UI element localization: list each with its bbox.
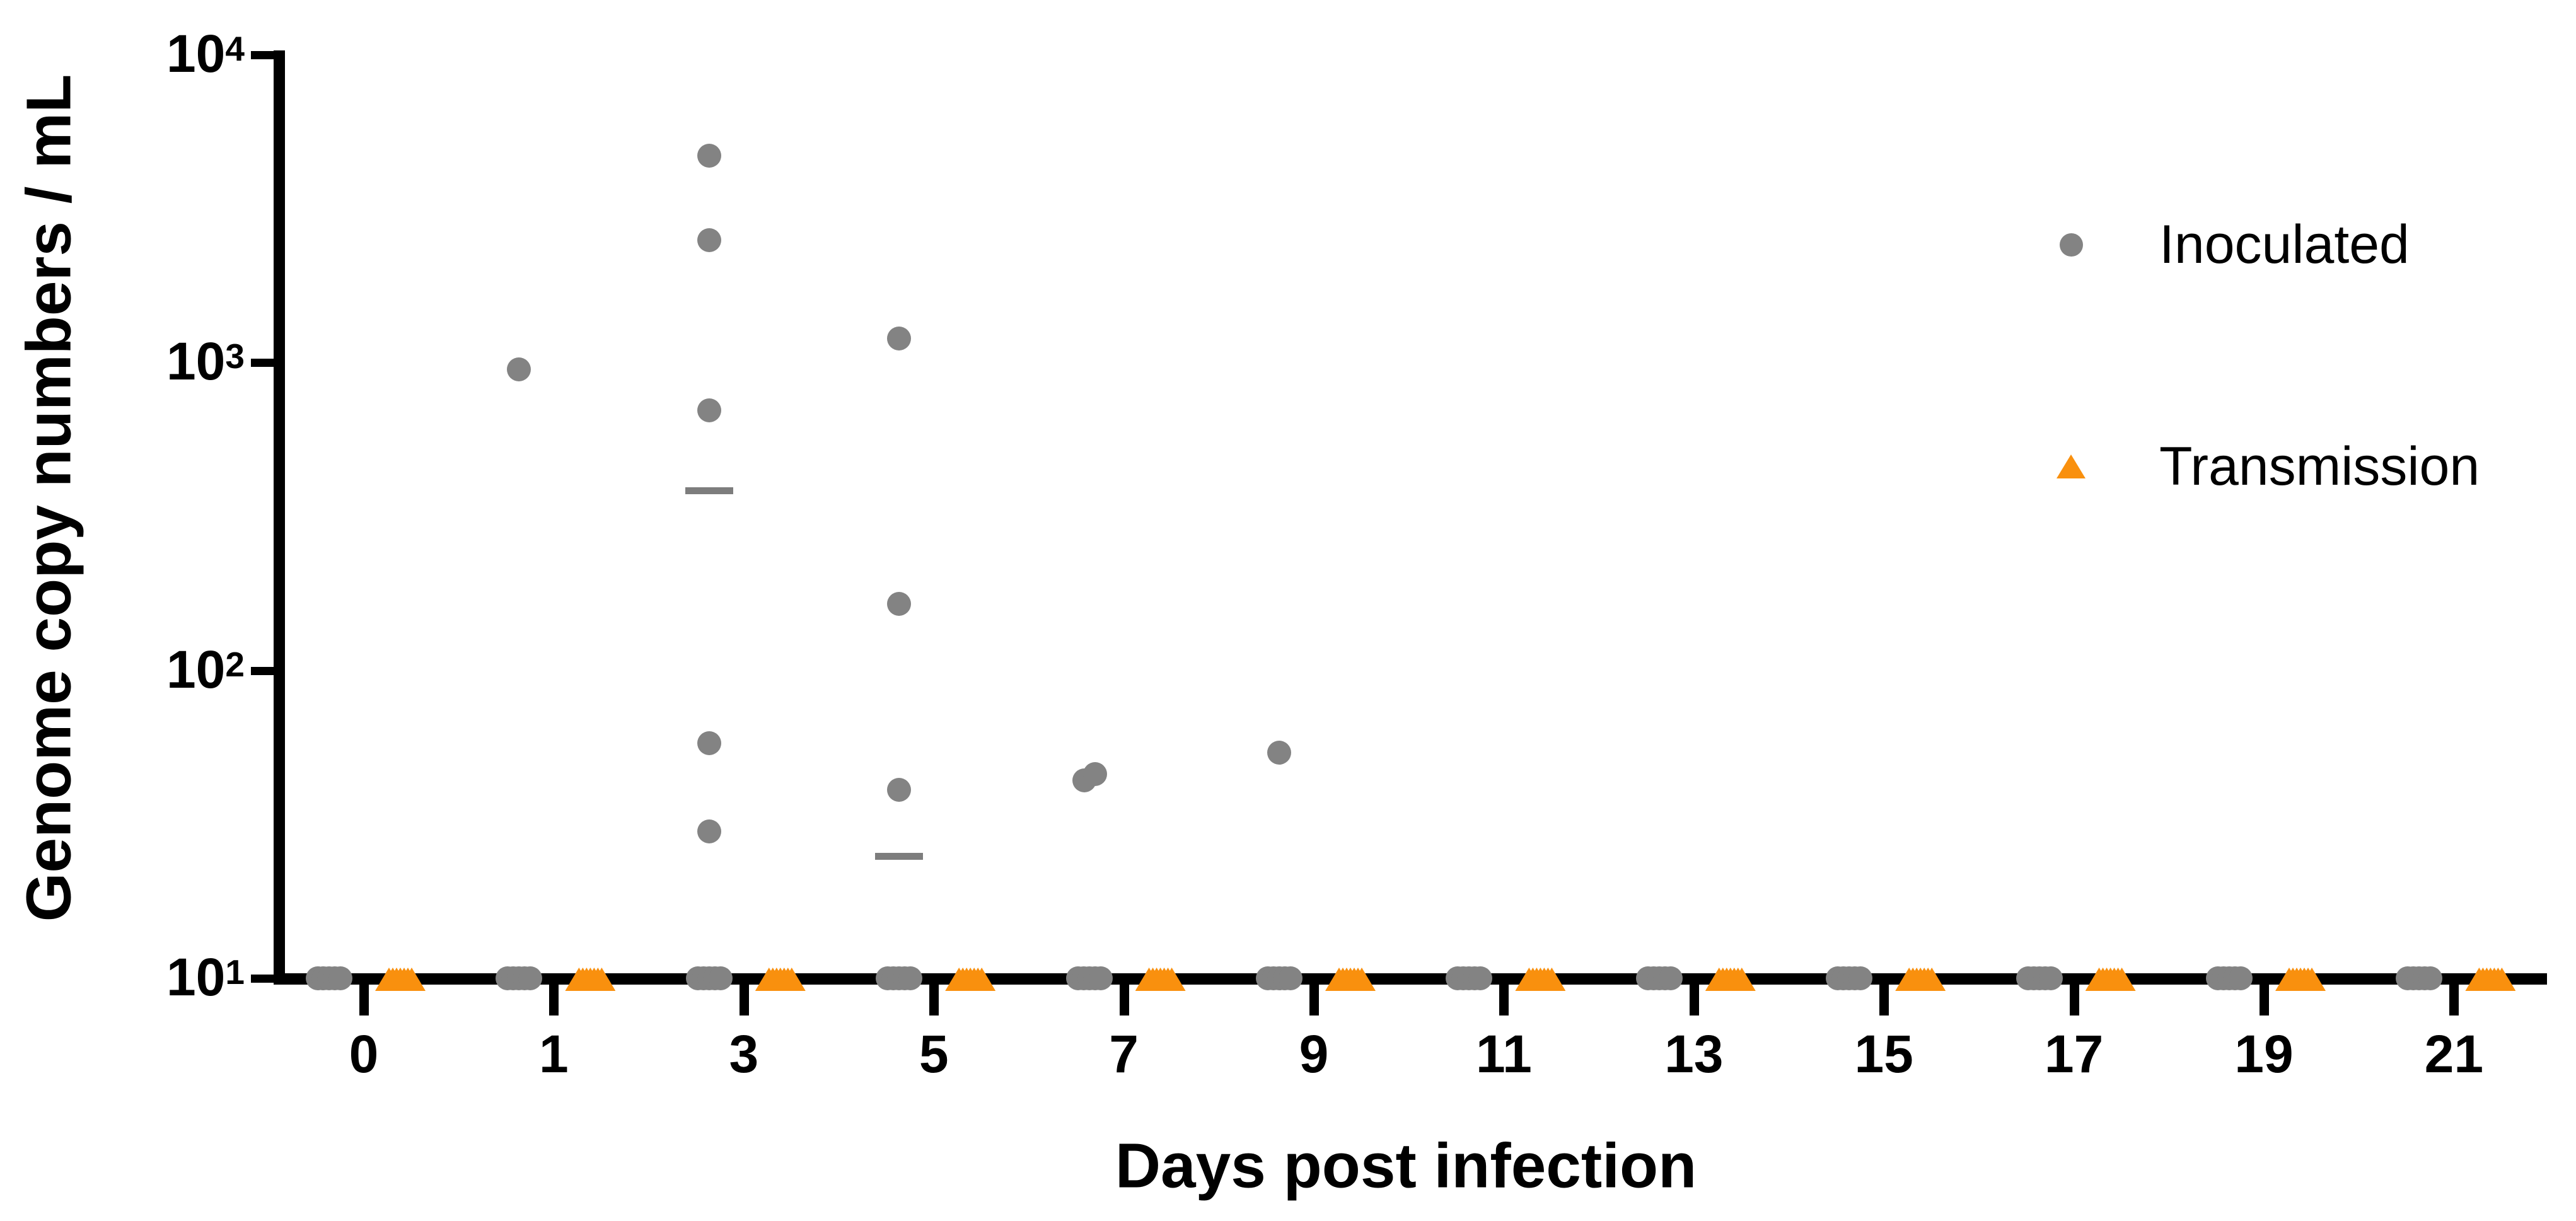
inoculated-baseline-point [2229, 966, 2253, 990]
inoculated-data-point [697, 819, 721, 844]
inoculated-baseline-point [518, 966, 543, 990]
x-tick-label: 21 [2424, 1024, 2484, 1084]
inoculated-data-point [697, 731, 721, 756]
inoculated-baseline-point [1468, 966, 1493, 990]
inoculated-data-point [1082, 762, 1107, 787]
x-axis-line [274, 973, 2547, 985]
y-axis-title: Genome copy numbers / mL [13, 74, 84, 922]
inoculated-data-point [697, 144, 721, 168]
legend: Inoculated Transmission [2049, 216, 2480, 495]
mean-bar [685, 487, 733, 494]
circle-marker-icon [2059, 233, 2083, 257]
inoculated-baseline-point [1279, 966, 1303, 990]
mean-bar [875, 852, 924, 860]
x-tick-label: 3 [729, 1024, 759, 1084]
y-tick-label: 102 [166, 639, 246, 699]
y-tick [251, 359, 276, 367]
inoculated-data-point [1267, 741, 1291, 765]
y-tick-label: 103 [166, 332, 246, 391]
inoculated-baseline-point [1848, 966, 1873, 990]
inoculated-data-point [887, 777, 912, 802]
x-tick-label: 7 [1109, 1024, 1139, 1084]
y-tick [251, 51, 276, 60]
inoculated-data-point [697, 228, 721, 253]
x-tick-label: 9 [1299, 1024, 1329, 1084]
inoculated-data-point [887, 326, 912, 350]
x-tick-label: 13 [1664, 1024, 1724, 1084]
x-tick-label: 15 [1854, 1024, 1913, 1084]
y-tick [251, 666, 276, 675]
x-tick [1879, 979, 1889, 1016]
x-tick [1689, 979, 1699, 1016]
x-tick [1499, 979, 1509, 1016]
y-tick-label: 101 [166, 947, 246, 1007]
triangle-marker-icon [2057, 454, 2086, 478]
x-tick [2260, 979, 2269, 1016]
x-tick [2069, 979, 2079, 1016]
x-tick-label: 17 [2044, 1024, 2104, 1084]
x-tick [2449, 979, 2459, 1016]
inoculated-baseline-point [708, 966, 733, 990]
x-tick [359, 979, 369, 1016]
inoculated-baseline-point [1658, 966, 1683, 990]
x-tick-label: 19 [2234, 1024, 2294, 1084]
x-tick [1309, 979, 1319, 1016]
inoculated-baseline-point [2038, 966, 2063, 990]
x-tick [549, 979, 559, 1016]
y-tick [251, 975, 276, 983]
x-tick [929, 979, 939, 1016]
x-tick-label: 0 [349, 1024, 379, 1084]
legend-item-inoculated: Inoculated [2049, 216, 2480, 273]
inoculated-baseline-point [1088, 966, 1113, 990]
y-tick-label: 104 [166, 24, 246, 84]
legend-label-transmission: Transmission [2159, 436, 2480, 497]
inoculated-baseline-point [898, 966, 923, 990]
x-tick-label: 1 [539, 1024, 569, 1084]
x-tick [739, 979, 749, 1016]
x-tick [1119, 979, 1129, 1016]
legend-item-transmission: Transmission [2049, 438, 2480, 495]
x-axis-title: Days post infection [1115, 1130, 1697, 1201]
x-tick-label: 11 [1475, 1024, 1532, 1084]
inoculated-data-point [887, 591, 912, 616]
inoculated-data-point [507, 357, 531, 382]
inoculated-baseline-point [328, 966, 352, 990]
inoculated-data-point [697, 398, 721, 423]
legend-marker-box [2049, 454, 2093, 478]
legend-marker-box [2049, 233, 2093, 257]
inoculated-baseline-point [2418, 966, 2443, 990]
legend-label-inoculated: Inoculated [2159, 214, 2410, 275]
y-axis-line [274, 50, 285, 985]
x-tick-label: 5 [919, 1024, 949, 1084]
